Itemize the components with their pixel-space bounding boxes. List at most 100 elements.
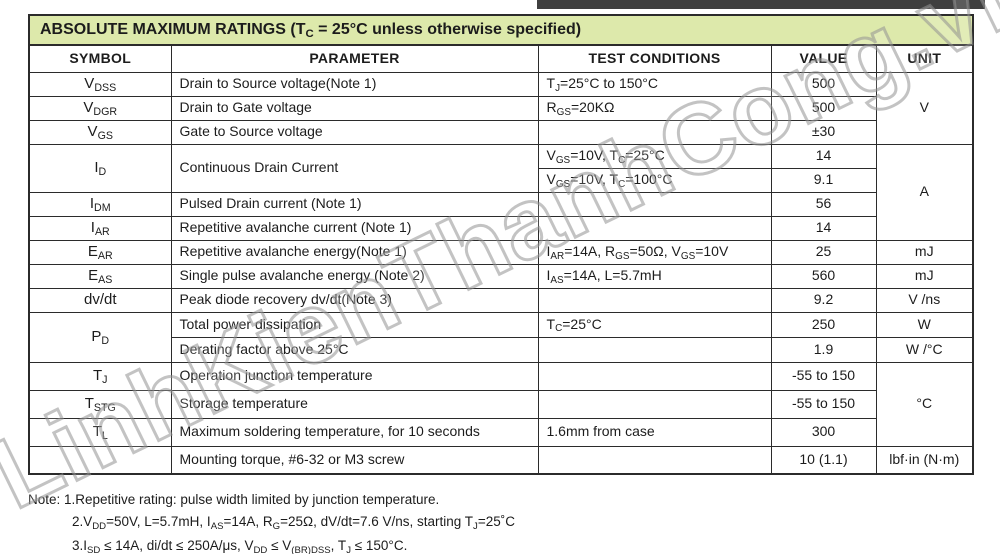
cond-iar-empty [537, 215, 772, 241]
param-mounting: Mounting torque, #6-32 or M3 screw [170, 445, 539, 475]
param-tj: Operation junction temperature [170, 361, 539, 391]
param-pd: Total power dissipation [170, 311, 539, 338]
cond-dvdt-empty [537, 287, 772, 313]
unit-watts-per-c: W /°C [875, 336, 974, 363]
row-tstg: TSTG Storage temperature -55 to 150 [28, 389, 973, 419]
param-tstg: Storage temperature [170, 389, 539, 419]
value-vdss: 500 [770, 71, 877, 97]
value-tj: -55 to 150 [770, 361, 877, 391]
symbol-vgs: VGS [28, 119, 172, 145]
value-tl: 300 [770, 417, 877, 447]
param-dvdt: Peak diode recovery dv/dt(Note 3) [170, 287, 539, 313]
cond-tl: 1.6mm from case [537, 417, 772, 447]
symbol-iar: IAR [28, 215, 172, 241]
symbol-tl: TL [28, 417, 172, 447]
value-tstg: -55 to 150 [770, 389, 877, 419]
header-symbol: SYMBOL [28, 44, 172, 73]
symbol-tstg: TSTG [28, 389, 172, 419]
cond-derating-empty [537, 336, 772, 363]
symbol-vdss: VDSS [28, 71, 172, 97]
param-derating: Derating factor above 25°C [170, 336, 539, 363]
param-vgs: Gate to Source voltage [170, 119, 539, 145]
param-vdgr: Drain to Gate voltage [170, 95, 539, 121]
symbol-dvdt: dv/dt [28, 287, 172, 313]
row-ear: EAR Repetitive avalanche energy(Note 1) … [28, 239, 974, 265]
cond-vdgr: RGS=20KΩ [537, 95, 772, 121]
row-idm: IDM Pulsed Drain current (Note 1) 56 [28, 191, 973, 217]
note-1: Note: 1.Repetitive rating: pulse width l… [28, 492, 440, 507]
symbol-id: ID [28, 143, 172, 193]
cond-id-tc25: VGS=10V, TC=25°C [537, 143, 772, 169]
cond-idm-empty [537, 191, 772, 217]
table-header-row: SYMBOL PARAMETER TEST CONDITIONS VALUE U… [28, 44, 974, 73]
unit-watts: W [875, 311, 974, 338]
note-3: 3.ISD ≤ 14A, di/dt ≤ 250A/μs, VDD ≤ V(BR… [72, 538, 408, 554]
cond-vdss: TJ=25°C to 150°C [537, 71, 772, 97]
note-2: 2.VDD=50V, L=5.7mH, IAS=14A, RG=25Ω, dV/… [72, 514, 515, 532]
param-id: Continuous Drain Current [170, 143, 539, 193]
row-tj: TJ Operation junction temperature -55 to… [28, 361, 974, 447]
value-mounting: 10 (1.1) [770, 445, 877, 475]
unit-celsius: °C [875, 361, 974, 447]
symbol-eas: EAS [28, 263, 172, 289]
symbol-ear: EAR [28, 239, 172, 265]
row-dvdt: dv/dt Peak diode recovery dv/dt(Note 3) … [28, 287, 974, 313]
symbol-idm: IDM [28, 191, 172, 217]
unit-amps: A [875, 143, 974, 241]
cond-mounting-empty [537, 445, 772, 475]
row-vdss: VDSS Drain to Source voltage(Note 1) TJ=… [28, 71, 974, 145]
table-title-row: ABSOLUTE MAXIMUM RATINGS (TC = 25°C unle… [28, 14, 974, 46]
row-id-tc25: ID Continuous Drain Current VGS=10V, TC=… [28, 143, 974, 241]
top-divider-bar [537, 0, 985, 9]
cond-vgs-empty [537, 119, 772, 145]
unit-volts: V [875, 71, 974, 145]
param-tl: Maximum soldering temperature, for 10 se… [170, 417, 539, 447]
row-derating: Derating factor above 25°C 1.9 W /°C [29, 336, 974, 363]
param-ear: Repetitive avalanche energy(Note 1) [170, 239, 539, 265]
value-vgs: ±30 [770, 119, 877, 145]
value-dvdt: 9.2 [770, 287, 877, 313]
cond-tstg-empty [537, 389, 772, 419]
unit-lbf-in: lbf·in (N·m) [875, 445, 974, 475]
value-derating: 1.9 [770, 336, 877, 363]
value-iar: 14 [770, 215, 877, 241]
cond-eas: IAS=14A, L=5.7mH [537, 263, 772, 289]
param-iar: Repetitive avalanche current (Note 1) [170, 215, 539, 241]
symbol-mounting-empty [28, 445, 172, 475]
header-unit: UNIT [875, 44, 974, 73]
unit-vns: V /ns [875, 287, 974, 313]
header-value: VALUE [770, 44, 877, 73]
value-id-tc100: 9.1 [770, 167, 877, 193]
cond-pd: TC=25°C [537, 311, 772, 338]
value-idm: 56 [770, 191, 877, 217]
row-vgs: VGS Gate to Source voltage ±30 [28, 119, 973, 145]
row-mounting: Mounting torque, #6-32 or M3 screw 10 (1… [28, 445, 974, 475]
value-pd: 250 [770, 311, 877, 338]
row-iar: IAR Repetitive avalanche current (Note 1… [28, 215, 973, 241]
notes-block: Note: 1.Repetitive rating: pulse width l… [28, 489, 515, 554]
header-parameter: PARAMETER [170, 44, 539, 73]
header-test-conditions: TEST CONDITIONS [537, 44, 772, 73]
param-idm: Pulsed Drain current (Note 1) [170, 191, 539, 217]
symbol-pd: PD [28, 311, 172, 363]
absolute-maximum-ratings-table: ABSOLUTE MAXIMUM RATINGS (TC = 25°C unle… [28, 14, 975, 475]
unit-mj-ear: mJ [875, 239, 974, 265]
param-eas: Single pulse avalanche energy (Note 2) [170, 263, 539, 289]
value-eas: 560 [770, 263, 877, 289]
param-vdss: Drain to Source voltage(Note 1) [170, 71, 539, 97]
unit-mj-eas: mJ [875, 263, 974, 289]
cond-ear: IAR=14A, RGS=50Ω, VGS=10V [537, 239, 772, 265]
cond-id-tc100: VGS=10V, TC=100°C [537, 167, 772, 193]
row-vdgr: VDGR Drain to Gate voltage RGS=20KΩ 500 [28, 95, 973, 121]
value-vdgr: 500 [770, 95, 877, 121]
table-title: ABSOLUTE MAXIMUM RATINGS (TC = 25°C unle… [28, 14, 974, 46]
symbol-tj: TJ [28, 361, 172, 391]
row-pd: PD Total power dissipation TC=25°C 250 W [28, 311, 974, 363]
row-eas: EAS Single pulse avalanche energy (Note … [28, 263, 974, 289]
cond-tj-empty [537, 361, 772, 391]
value-id-tc25: 14 [770, 143, 877, 169]
symbol-vdgr: VDGR [28, 95, 172, 121]
value-ear: 25 [770, 239, 877, 265]
row-tl: TL Maximum soldering temperature, for 10… [28, 417, 973, 447]
